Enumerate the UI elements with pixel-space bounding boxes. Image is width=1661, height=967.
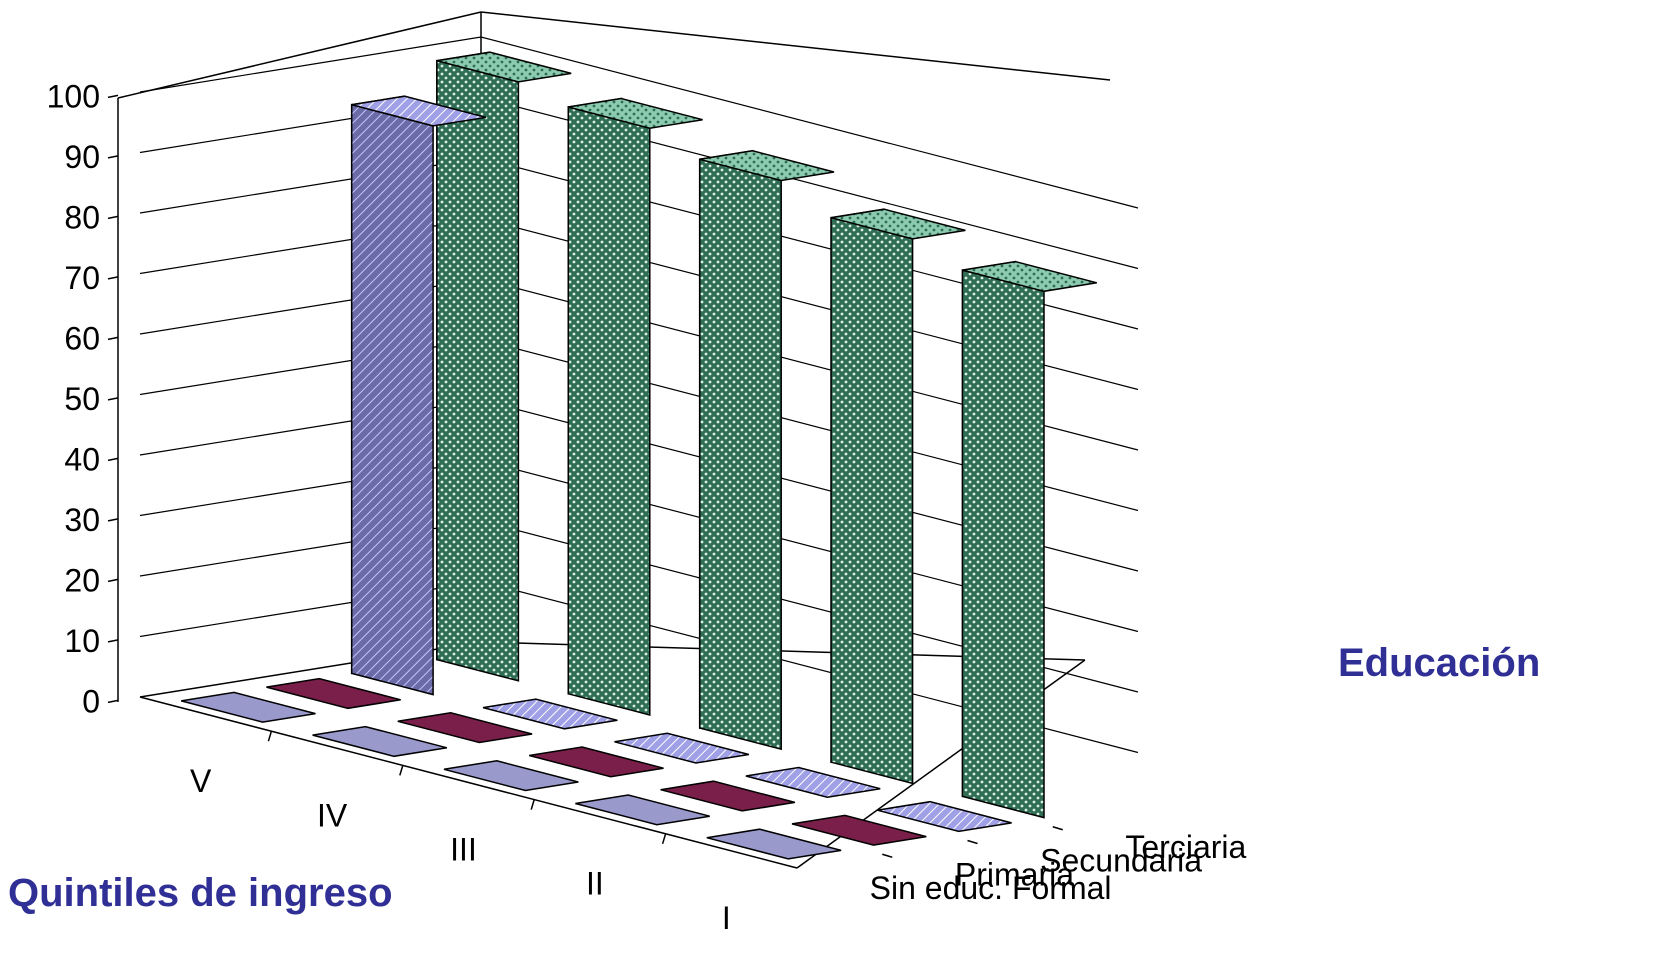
bar-top <box>312 725 448 758</box>
bar <box>312 725 448 758</box>
y-tick-label: 50 <box>64 381 100 417</box>
bars <box>181 51 1097 860</box>
y-tick-mark <box>107 518 119 522</box>
z-tick-label: Primaria <box>955 856 1074 892</box>
bar-top <box>614 732 749 764</box>
bar-top <box>962 260 1097 293</box>
bar-side <box>830 216 914 785</box>
bar-top <box>877 800 1012 833</box>
bar-top <box>529 746 664 778</box>
y-tick-mark <box>107 639 119 643</box>
bar-top <box>436 51 572 83</box>
x-tick-mark <box>267 730 273 742</box>
bar-top <box>482 698 618 730</box>
x-tick-label: V <box>190 763 212 799</box>
bar-top <box>397 712 533 744</box>
side-wall-top-edge <box>117 11 482 99</box>
y-tick-mark <box>107 578 119 583</box>
bar <box>660 780 796 812</box>
bar-top <box>830 208 966 240</box>
y-tick-mark <box>107 276 119 280</box>
bar-top <box>568 97 703 129</box>
x-tick-label: I <box>722 900 731 936</box>
bar <box>181 691 316 723</box>
y-tick-mark <box>107 397 119 401</box>
x-tick-mark <box>399 765 404 776</box>
bar <box>575 794 710 826</box>
y-tick-mark <box>107 336 119 341</box>
z-axis: Sin educ. FormalPrimariaSecundariaTercia… <box>870 826 1247 906</box>
bar <box>791 814 927 846</box>
bar <box>443 760 579 792</box>
x-axis-title: Quintiles de ingreso <box>8 871 393 915</box>
bar-top <box>351 95 487 127</box>
z-axis-title: Educación <box>1338 641 1540 685</box>
z-tick-mark <box>882 853 893 858</box>
z-tick-label: Terciaria <box>1125 829 1246 865</box>
bar-top <box>791 814 927 846</box>
bar <box>397 712 533 744</box>
bar <box>830 208 966 785</box>
bar-side <box>436 59 520 682</box>
x-tick-mark <box>530 799 535 810</box>
y-tick-label: 20 <box>64 562 100 598</box>
z-tick-label: Secundaria <box>1040 843 1202 879</box>
x-tick-label: III <box>450 832 477 868</box>
bar <box>567 97 703 716</box>
bar-top <box>699 150 835 182</box>
y-tick-label: 40 <box>64 441 100 477</box>
bar-top <box>745 766 881 798</box>
bar <box>745 766 881 798</box>
bar-side <box>350 103 434 696</box>
bar-side <box>961 269 1045 819</box>
y-tick-label: 80 <box>64 199 100 235</box>
x-tick-label: II <box>586 866 604 902</box>
y-tick-mark <box>107 699 119 704</box>
gridline <box>139 36 1139 209</box>
y-tick-mark <box>107 457 119 462</box>
x-tick-label: IV <box>317 797 348 833</box>
bar <box>529 746 664 778</box>
y-tick-mark <box>107 94 119 99</box>
bar <box>266 677 401 710</box>
bar <box>961 260 1097 819</box>
bar-side <box>698 158 782 751</box>
y-tick-label: 70 <box>64 260 100 296</box>
floor-front-edge <box>139 696 798 869</box>
bar <box>614 732 749 764</box>
bar-top <box>266 677 401 710</box>
x-tick-mark <box>661 833 667 845</box>
bar <box>482 698 618 730</box>
y-tick-label: 60 <box>64 320 100 356</box>
bar <box>350 95 487 696</box>
bar <box>877 800 1012 833</box>
y-tick-label: 0 <box>82 683 100 719</box>
y-tick-mark <box>107 155 119 159</box>
y-tick-label: 100 <box>47 78 100 114</box>
bar-top <box>443 760 579 792</box>
y-tick-label: 90 <box>64 139 100 175</box>
bar <box>698 149 835 751</box>
bar-top <box>660 780 796 812</box>
bar <box>706 828 842 860</box>
bar <box>436 51 572 682</box>
bar-top <box>706 828 842 860</box>
y-tick-mark <box>107 215 119 220</box>
z-tick-mark <box>967 839 978 845</box>
z-tick-mark <box>1052 826 1063 831</box>
bar-side <box>567 106 651 716</box>
y-tick-label: 30 <box>64 502 100 538</box>
bar-top <box>575 794 710 826</box>
bar-top <box>181 691 316 723</box>
back-wall-top-edge <box>480 11 1111 81</box>
y-axis: 0 10 20 30 40 50 60 70 80 90 100 <box>47 78 119 719</box>
y-tick-label: 10 <box>64 623 100 659</box>
z-tick-label: Sin educ. Formal <box>870 870 1112 906</box>
